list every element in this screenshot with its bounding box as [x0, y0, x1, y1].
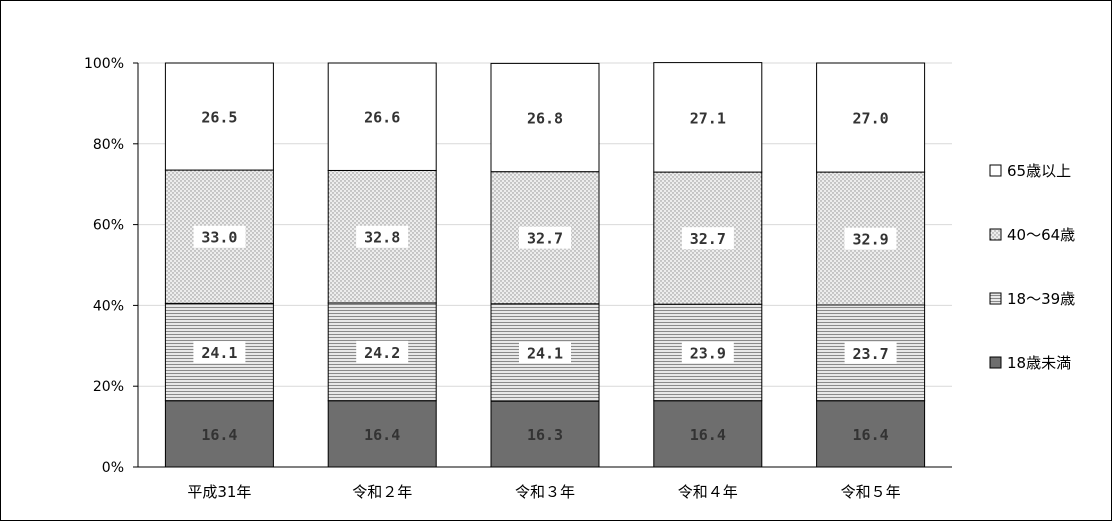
data-label-background [519, 226, 571, 249]
data-label-background [193, 225, 246, 248]
data-label-background [844, 341, 897, 364]
legend-label: 65歳以上 [1007, 162, 1071, 180]
data-label-background [681, 227, 734, 250]
data-label: 33.0 [201, 229, 237, 247]
data-label: 32.9 [853, 231, 889, 249]
data-labels: 16.4 24.1 33.0 26.5 16.4 24.2 32.8 26.6 16.3 24.1… [193, 109, 897, 444]
x-category-label: 令和５年 [841, 483, 901, 501]
y-tick-label: 100% [84, 56, 124, 72]
data-label-background [193, 341, 246, 364]
bar-segment-18 [653, 400, 763, 468]
data-label: 16.4 [201, 426, 237, 444]
data-label-background [681, 341, 734, 364]
bar-segment-65 [490, 62, 600, 173]
x-category-label: 令和３年 [515, 483, 575, 501]
data-label: 26.6 [364, 109, 400, 127]
bar-segment-18 [327, 400, 437, 468]
bar-segment-18 [164, 400, 274, 468]
y-tick-label: 40% [93, 298, 124, 314]
data-label: 16.4 [364, 426, 400, 444]
data-label: 16.4 [853, 426, 889, 444]
data-label: 16.3 [527, 426, 563, 444]
y-tick-label: 0% [102, 460, 124, 476]
data-label: 24.1 [527, 344, 563, 362]
data-label: 26.5 [201, 109, 237, 127]
bars [164, 62, 926, 468]
data-label-background [356, 225, 409, 248]
data-label: 24.1 [201, 344, 237, 362]
legend-swatch-18 [989, 356, 1002, 369]
y-tick-label: 80% [93, 137, 124, 153]
data-label: 24.2 [364, 344, 400, 362]
data-label-background [519, 341, 571, 364]
bar-segment-65 [164, 62, 274, 171]
data-label: 27.1 [690, 109, 726, 127]
legend: 65歳以上 40～64歳 18～39歳 18歳未満 [989, 162, 1075, 372]
data-label: 27.0 [853, 110, 889, 128]
legend-swatch-18-39 [989, 292, 1002, 305]
y-tick-label: 60% [93, 218, 124, 234]
x-category-label: 平成31年 [187, 483, 251, 501]
data-label: 23.9 [690, 344, 726, 362]
bar-segment-18 [490, 400, 600, 468]
x-category-label: 令和４年 [678, 483, 738, 501]
data-label: 16.4 [690, 426, 726, 444]
data-label: 26.8 [527, 110, 563, 128]
legend-label: 40～64歳 [1007, 226, 1075, 244]
data-label: 32.8 [364, 229, 400, 247]
x-category-label: 令和２年 [352, 483, 412, 501]
data-label-background [844, 227, 897, 250]
legend-label: 18～39歳 [1007, 290, 1075, 308]
bar-segment-18 [816, 400, 926, 468]
legend-label: 18歳未満 [1007, 354, 1071, 372]
data-label-background [356, 340, 409, 363]
data-label: 23.7 [853, 345, 889, 363]
y-tick-label: 20% [93, 379, 124, 395]
bar-segment-65 [653, 62, 763, 173]
legend-swatch-40-64 [989, 228, 1002, 241]
legend-swatch-65 [989, 164, 1002, 177]
data-label: 32.7 [527, 230, 563, 248]
axes: 0% 20% 40% 60% 80% 100% 平成31年 令和２年 令和３年 令和４年 令和５年 [84, 56, 952, 501]
bar-segment-65 [816, 62, 926, 173]
bar-segment-65 [327, 62, 437, 171]
data-label: 32.7 [690, 230, 726, 248]
